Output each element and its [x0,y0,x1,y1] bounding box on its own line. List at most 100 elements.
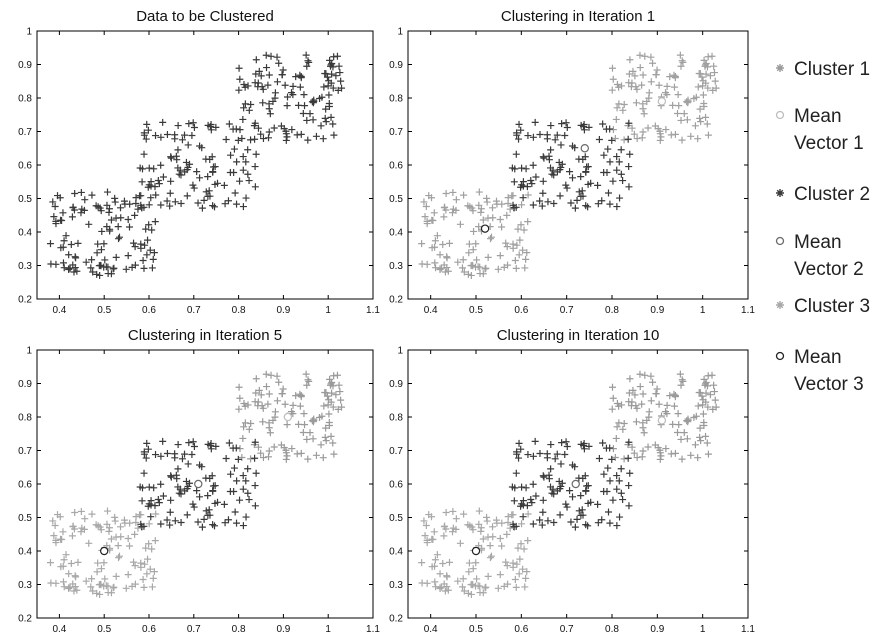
data-point [143,120,151,128]
data-point [489,214,497,222]
data-point [454,258,462,266]
data-point [656,446,664,454]
data-point [449,507,457,515]
data-point [655,81,663,89]
data-point [190,443,198,451]
data-point [157,452,165,460]
data-point [81,196,89,204]
data-point [159,118,167,126]
data-point [88,575,96,583]
series-cluster-1 [608,370,720,463]
data-point [171,517,179,525]
data-point [151,537,159,545]
data-point [465,249,473,257]
data-point [251,502,259,510]
data-point [167,496,175,504]
data-point [432,264,440,272]
data-point [663,401,671,409]
data-point [464,589,472,597]
data-point [304,455,312,463]
data-point [310,415,318,423]
data-point [442,190,450,198]
data-point [500,582,508,590]
data-point [336,388,344,396]
data-point [699,410,707,418]
data-point [512,583,520,591]
data-point [543,131,551,139]
data-point [670,83,678,91]
data-point [513,560,521,568]
series-cluster-2 [136,437,260,531]
data-point [632,402,640,410]
data-point [496,571,504,579]
data-point [522,255,530,263]
data-point [124,571,132,579]
data-point [62,232,70,240]
data-point [82,577,90,585]
data-point [252,375,260,383]
data-point [303,116,311,124]
series-cluster-1 [608,51,720,144]
data-point [310,96,318,104]
data-point [441,268,449,276]
data-point [563,503,571,511]
data-point [236,75,244,83]
data-point [128,582,136,590]
data-point [644,443,652,451]
data-point [51,521,59,529]
data-point [209,487,217,495]
data-point [550,200,558,208]
data-point [174,146,182,154]
data-point [521,583,529,591]
data-point [103,223,111,231]
data-point [144,183,152,191]
data-point [677,62,685,70]
data-point [633,454,641,462]
data-point [640,110,648,118]
data-point [126,223,134,231]
data-point [585,123,593,131]
data-point [236,177,244,185]
data-point [245,496,253,504]
data-point [656,127,664,135]
data-point [656,136,664,144]
data-point [159,173,167,181]
data-point [496,215,504,223]
data-point [185,120,193,128]
data-point [563,443,571,451]
data-point [625,502,633,510]
data-point [241,419,249,427]
star-marker-icon [776,189,784,197]
data-point [558,120,566,128]
data-point [233,477,241,485]
data-point [239,166,247,174]
data-point [305,58,313,66]
data-point [54,511,62,519]
data-point [258,83,266,91]
data-point [224,516,232,524]
data-point [539,496,547,504]
data-point [254,443,262,451]
data-point [152,191,160,199]
data-point [583,163,591,171]
data-point [520,226,528,234]
data-point [710,69,718,77]
data-point [585,442,593,450]
data-point [575,507,583,515]
data-point [101,256,109,264]
data-point [519,513,527,521]
data-point [595,455,603,463]
data-point [561,450,569,458]
data-point [233,200,241,208]
data-point [625,119,633,127]
data-point [207,445,215,453]
data-point [563,184,571,192]
data-point [251,454,259,462]
data-point [117,204,125,212]
data-point [615,158,623,166]
data-point [225,439,233,447]
data-point [636,64,644,72]
data-point [423,260,431,268]
data-point [96,271,104,279]
data-point [652,71,660,79]
